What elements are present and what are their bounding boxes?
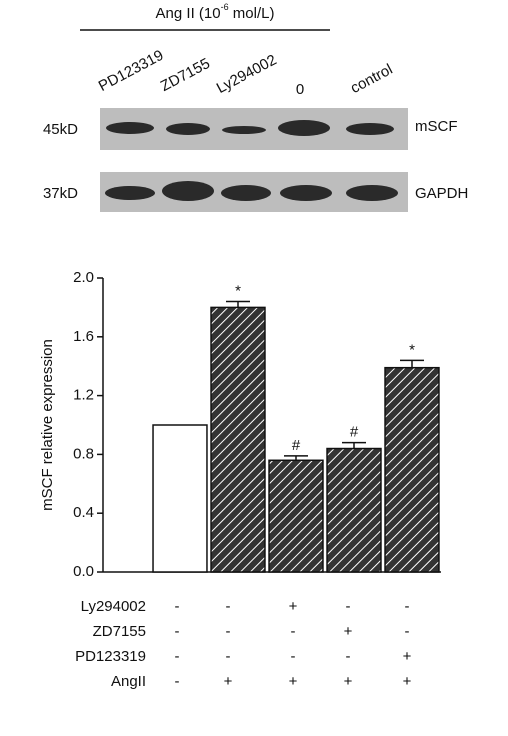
bar (326, 447, 382, 573)
treatment-label: PD123319 (75, 648, 146, 665)
error-bar (284, 455, 308, 461)
bar (152, 424, 208, 573)
y-tick-label: 1.2 (73, 387, 94, 404)
treatment-sign: - (175, 673, 180, 690)
row-size: 37kD (43, 185, 78, 202)
treatment-label: Ly294002 (81, 598, 146, 615)
treatment-sign: + (224, 673, 233, 690)
treatment-sign: + (289, 673, 298, 690)
lane-label: PD123319 (96, 47, 167, 95)
lane-label: ZD7155 (158, 55, 213, 95)
significance-mark: * (235, 282, 241, 299)
treatment-sign: + (403, 673, 412, 690)
blot-gapdh (100, 172, 408, 212)
row-protein: GAPDH (415, 185, 468, 202)
treatment-label: AngII (111, 673, 146, 690)
y-tick-label: 0.4 (73, 504, 94, 521)
header-suffix: mol/L) (229, 5, 275, 22)
bar (268, 459, 324, 573)
treatment-label: ZD7155 (93, 623, 146, 640)
treatment-sign: - (405, 598, 410, 615)
treatment-sign: + (403, 648, 412, 665)
treatment-sign: - (405, 623, 410, 640)
treatment-sign: - (346, 598, 351, 615)
row-size: 45kD (43, 121, 78, 138)
treatment-sign: - (175, 648, 180, 665)
y-tick-label: 0.8 (73, 445, 94, 462)
treatment-sign: - (291, 648, 296, 665)
y-tick-label: 1.6 (73, 328, 94, 345)
lane-label: control (348, 61, 396, 97)
blot-mscf (100, 108, 408, 150)
y-axis-label: mSCF relative expression (39, 339, 56, 511)
treatment-sign: - (175, 623, 180, 640)
treatment-sign: - (175, 598, 180, 615)
significance-mark: # (350, 424, 359, 441)
lane-label: Ly294002 (214, 51, 280, 97)
bar (210, 306, 266, 573)
significance-mark: * (409, 341, 415, 358)
treatment-sign: - (226, 623, 231, 640)
row-protein: mSCF (415, 118, 458, 135)
y-tick-label: 0.0 (73, 563, 94, 580)
lane-label: 0 (296, 81, 304, 98)
error-bar (400, 359, 424, 368)
significance-mark: # (292, 437, 301, 454)
bar (384, 366, 440, 573)
treatment-sign: - (291, 623, 296, 640)
treatment-sign: - (226, 648, 231, 665)
blot-header: Ang II (10-6 mol/L) (156, 2, 275, 22)
treatment-sign: + (344, 623, 353, 640)
treatment-sign: + (289, 598, 298, 615)
error-bar (342, 441, 366, 449)
treatment-sign: - (346, 648, 351, 665)
treatment-sign: + (344, 673, 353, 690)
header-prefix: Ang II (10 (156, 5, 221, 22)
header-exponent: -6 (221, 2, 229, 12)
y-tick-label: 2.0 (73, 269, 94, 286)
error-bar (226, 300, 250, 308)
treatment-sign: - (226, 598, 231, 615)
